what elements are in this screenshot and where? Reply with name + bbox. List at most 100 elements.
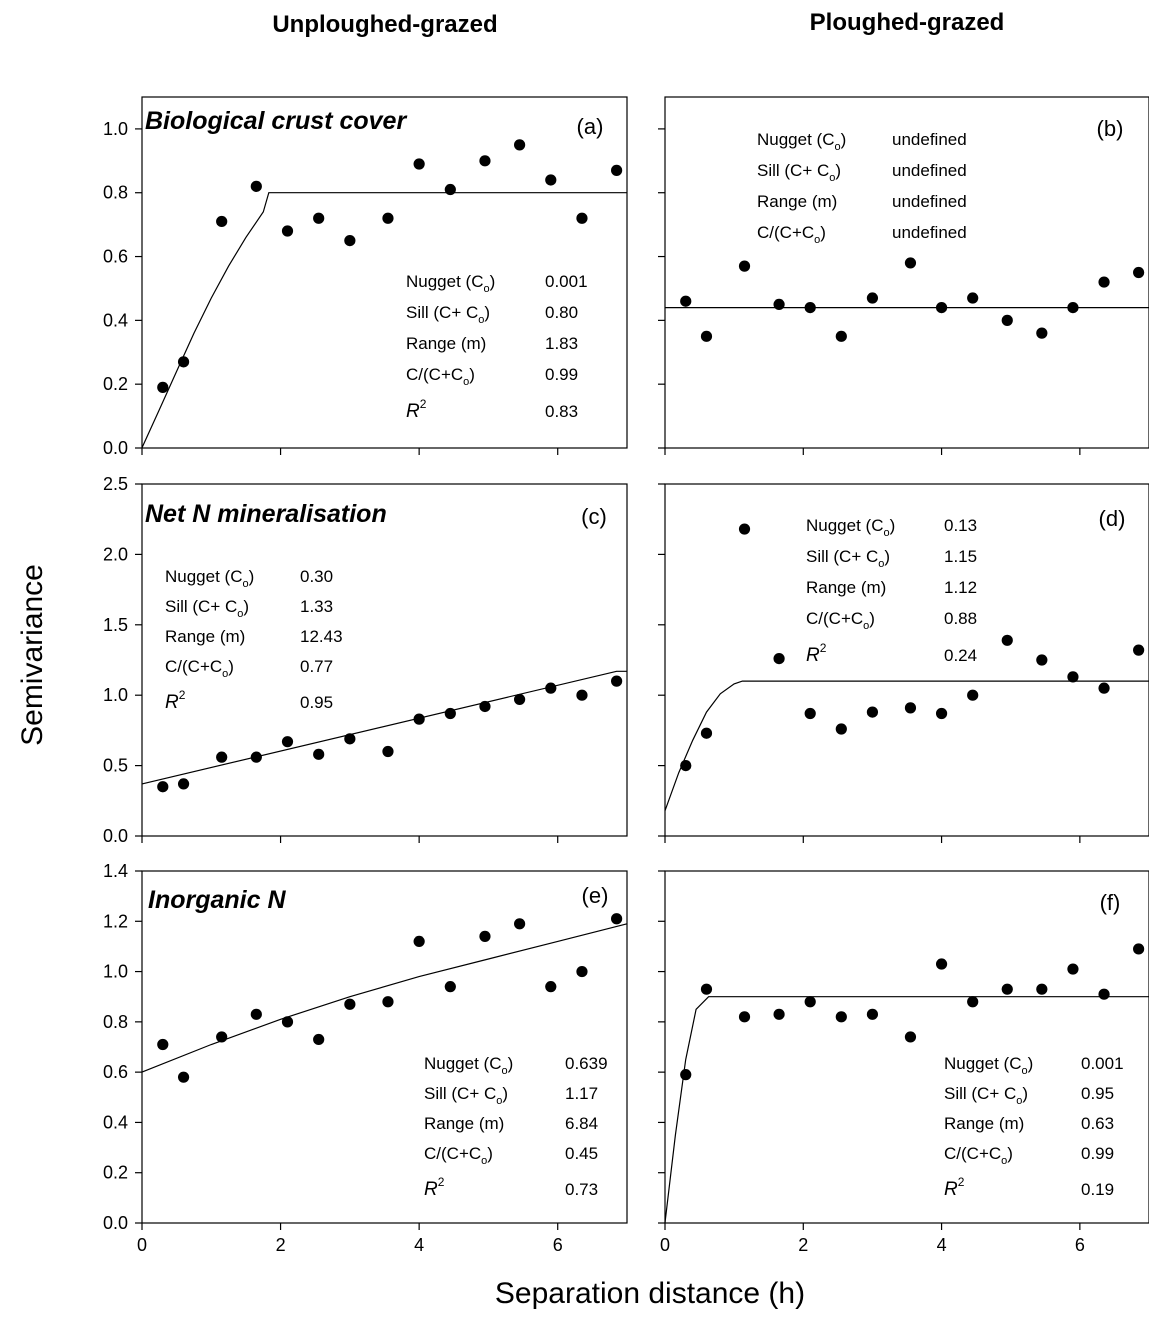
data-point <box>281 225 294 237</box>
stat-range-value: 0.63 <box>1081 1114 1114 1133</box>
stat-nugget-label: Nugget (Co) <box>165 567 254 590</box>
y-tick-label: 1.0 <box>103 119 128 139</box>
stat-range-label: Range (m) <box>165 627 245 646</box>
y-tick-label: 0.0 <box>103 826 128 846</box>
data-point <box>216 215 228 228</box>
stat-r2-label: R2 <box>424 1175 445 1200</box>
data-point <box>1001 983 1013 995</box>
data-point <box>382 212 394 224</box>
data-point <box>700 330 713 342</box>
stat-ratio-value: 0.99 <box>545 365 578 384</box>
column-title-right: Ploughed-grazed <box>810 9 1005 36</box>
data-point <box>514 693 526 706</box>
data-point <box>177 356 190 368</box>
data-point <box>1001 314 1013 326</box>
stat-ratio-value: 0.45 <box>565 1144 598 1163</box>
data-point <box>514 139 526 151</box>
data-point <box>835 723 847 735</box>
data-point <box>804 996 816 1008</box>
y-tick-label: 0.5 <box>103 756 128 776</box>
x-tick-label: 6 <box>553 1235 563 1255</box>
data-point <box>1098 276 1110 288</box>
stat-ratio-value: undefined <box>892 223 967 242</box>
data-point <box>479 700 491 713</box>
panel-label: (c) <box>581 504 607 529</box>
data-point <box>835 1011 847 1023</box>
panel-label: (a) <box>577 114 604 139</box>
stat-ratio-label: C/(C+Co) <box>165 657 234 680</box>
y-tick-label: 0.0 <box>103 438 128 458</box>
model-curve <box>141 192 627 448</box>
data-point <box>1036 983 1048 995</box>
data-point <box>479 155 491 167</box>
y-tick-label: 1.5 <box>103 615 128 635</box>
data-point <box>576 212 588 224</box>
data-point <box>545 981 557 993</box>
data-point <box>444 183 456 196</box>
data-point <box>680 295 692 307</box>
data-point <box>1067 302 1079 314</box>
data-point <box>967 292 979 304</box>
y-tick-label: 0.4 <box>103 1112 128 1132</box>
data-point <box>1133 943 1145 955</box>
data-point <box>700 727 713 739</box>
model-curve <box>664 996 1149 1223</box>
data-point <box>281 1016 294 1028</box>
data-point <box>444 981 456 993</box>
data-point <box>413 158 425 170</box>
data-point <box>250 751 262 763</box>
panel-title: Net N mineralisation <box>145 500 387 528</box>
data-point <box>382 745 394 758</box>
stat-r2-label: R2 <box>806 641 827 666</box>
y-tick-label: 0.2 <box>103 374 128 394</box>
stat-nugget-label: Nugget (Co) <box>757 130 846 153</box>
y-tick-label: 0.6 <box>103 247 128 267</box>
y-tick-label: 0.2 <box>103 1163 128 1183</box>
stat-range-value: 1.12 <box>944 578 977 597</box>
stat-sill-label: Sill (C+ Co) <box>424 1084 508 1107</box>
stat-range-value: 6.84 <box>565 1114 598 1133</box>
plot-frame <box>664 483 1149 837</box>
data-point <box>157 781 169 793</box>
y-tick-label: 1.2 <box>103 911 128 931</box>
y-tick-label: 0.8 <box>103 1012 128 1032</box>
y-tick-label: 0.0 <box>103 1213 128 1233</box>
stat-nugget-label: Nugget (Co) <box>406 272 495 295</box>
x-tick-label: 4 <box>937 1235 947 1255</box>
stat-ratio-value: 0.77 <box>300 657 333 676</box>
data-point <box>344 998 356 1010</box>
panel-e: 0.0 0.2 0.4 0.6 0.8 1.0 1.2 1.4 0 2 4 6 Inorganic N (… <box>103 861 628 1255</box>
data-point <box>773 298 785 311</box>
stat-r2-value: 0.83 <box>545 402 578 421</box>
stat-nugget-value: 0.001 <box>545 272 588 291</box>
data-point <box>545 682 557 694</box>
data-point <box>738 523 751 535</box>
data-point <box>576 965 588 978</box>
stat-sill-label: Sill (C+ Co) <box>406 303 490 326</box>
model-curve <box>664 680 1149 811</box>
data-point <box>1036 654 1048 666</box>
column-title-left: Unploughed-grazed <box>272 11 497 38</box>
y-tick-label: 1.4 <box>103 861 128 881</box>
stat-range-value: 12.43 <box>300 627 343 646</box>
data-point <box>250 180 262 192</box>
data-point <box>611 164 623 176</box>
data-point <box>313 212 325 224</box>
y-tick-label: 0.8 <box>103 183 128 203</box>
panel-label: (d) <box>1099 506 1126 531</box>
stat-r2-label: R2 <box>944 1175 965 1200</box>
y-tick-label: 1.0 <box>103 685 128 705</box>
plot-frame <box>141 870 628 1224</box>
panel-f: 0 2 4 6 (f) Nugget (Co) 0.001 Sill (C+ Co) 0.95 R… <box>658 870 1149 1255</box>
stat-range-label: Range (m) <box>806 578 886 597</box>
stat-ratio-label: C/(C+Co) <box>944 1144 1013 1167</box>
panel-a: 0.0 0.2 0.4 0.6 0.8 1.0 Biological crust cover… <box>103 96 628 458</box>
y-tick-label: 2.5 <box>103 474 128 494</box>
y-tick-label: 1.0 <box>103 962 128 982</box>
panel-title: Biological crust cover <box>145 107 407 135</box>
stat-ratio-label: C/(C+Co) <box>424 1144 493 1167</box>
data-point <box>835 330 847 342</box>
panel-label: (e) <box>582 883 609 908</box>
stat-sill-value: 1.33 <box>300 597 333 616</box>
plot-frame <box>141 96 628 449</box>
